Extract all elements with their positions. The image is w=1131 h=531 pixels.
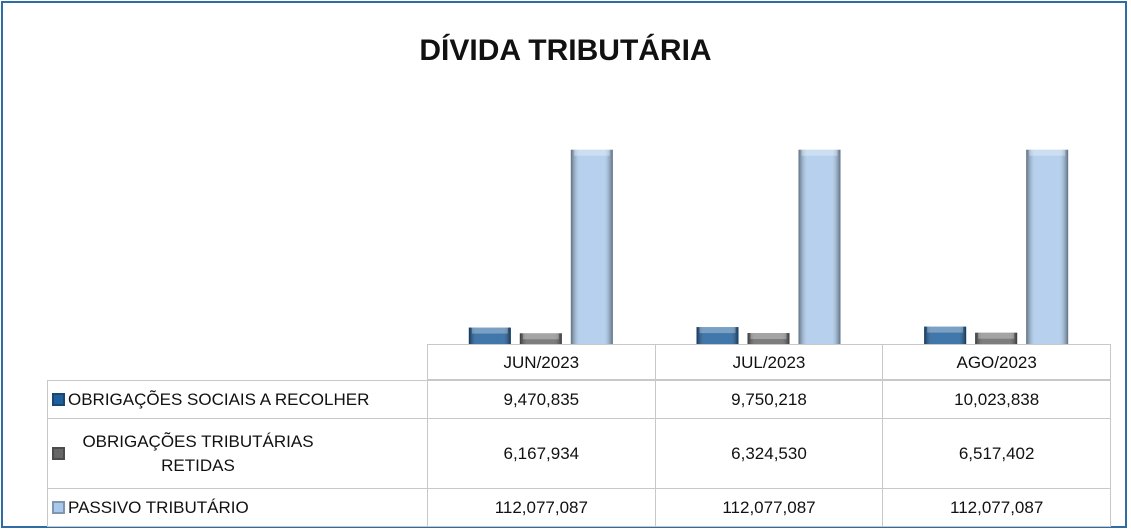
data-cell: 9,470,835 <box>427 380 656 419</box>
legend-label: OBRIGAÇÕES SOCIAIS A RECOLHER <box>68 389 370 409</box>
data-cell: 6,167,934 <box>427 418 656 489</box>
bar-cap <box>750 333 787 340</box>
bar-shade <box>1026 149 1069 344</box>
data-cell: 6,517,402 <box>882 418 1111 489</box>
legend-label: PASSIVO TRIBUTÁRIO <box>68 497 249 517</box>
legend-cell: PASSIVO TRIBUTÁRIO <box>47 488 428 527</box>
bar-cap <box>699 327 736 334</box>
bar-cap <box>978 332 1015 339</box>
bar-shade <box>696 327 739 344</box>
bar-shade <box>570 149 613 344</box>
data-cell: 9,750,218 <box>654 380 884 419</box>
bar-shade <box>519 333 562 344</box>
bar-cap <box>573 149 610 156</box>
bar-cap <box>471 327 508 334</box>
legend-cell: OBRIGAÇÕES SOCIAIS A RECOLHER <box>47 380 428 419</box>
bar-cap <box>927 326 964 333</box>
data-cell: 112,077,087 <box>654 488 884 527</box>
column-header: JUL/2023 <box>654 344 884 381</box>
data-cell: 112,077,087 <box>427 488 656 527</box>
data-cell: 10,023,838 <box>882 380 1111 419</box>
bar-shade <box>924 326 967 344</box>
column-header: AGO/2023 <box>882 344 1111 381</box>
column-header: JUN/2023 <box>427 344 656 381</box>
legend-swatch <box>52 501 65 514</box>
bar-cap <box>801 149 838 156</box>
table-corner-line <box>427 344 1110 380</box>
bar-cap <box>522 333 559 340</box>
bar-shade <box>798 149 841 344</box>
bar-shade <box>975 332 1018 344</box>
legend-label: OBRIGAÇÕES TRIBUTÁRIAS RETIDAS <box>82 431 314 475</box>
data-cell: 6,324,530 <box>654 418 884 489</box>
chart-title: DÍVIDA TRIBUTÁRIA <box>419 34 712 67</box>
bar-cap <box>1029 149 1066 156</box>
data-cell: 112,077,087 <box>882 488 1111 527</box>
legend-cell: OBRIGAÇÕES TRIBUTÁRIAS RETIDAS <box>47 418 428 489</box>
legend-swatch <box>52 393 65 406</box>
bar-shade <box>468 327 511 344</box>
legend-swatch <box>52 447 65 460</box>
bar-shade <box>747 333 790 344</box>
